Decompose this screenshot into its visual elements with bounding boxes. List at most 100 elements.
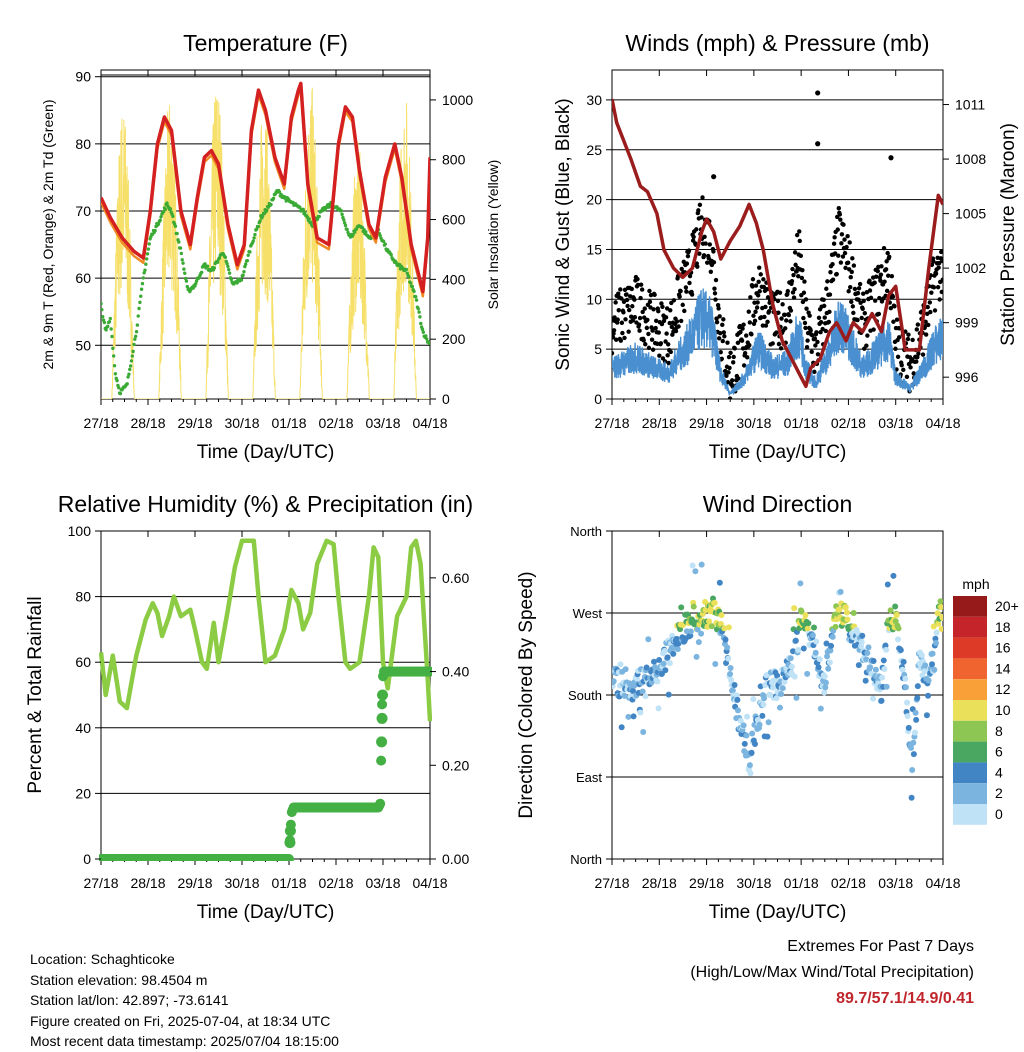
wind-gust-point [716,306,721,311]
wind-gust-point [714,316,719,321]
wind-gust-point [707,242,712,247]
direction-point [934,610,941,617]
wind-gust-point [782,312,787,318]
wind-gust-point [647,288,652,294]
dewpoint-point [410,284,415,289]
wind-gust-point [630,318,636,323]
wind-gust-point [790,266,795,272]
precip-point-jump [376,712,388,724]
wind-gust-point [727,396,733,399]
dewpoint-point [301,207,305,212]
wind-gust-point [794,232,800,238]
humidity-y2tick-label: 0.40 [442,664,469,680]
wind-gust-point [931,259,936,264]
humidity-xtick-label: 28/18 [130,875,165,891]
direction-point [790,648,797,655]
direction-point [867,664,874,671]
precip-point [425,666,432,677]
wind-gust-point [616,291,621,296]
wind-gust-point [809,349,814,354]
station-elevation: Station elevation: 98.4504 m [30,971,208,988]
wind-gust-point [753,309,758,314]
direction-point [900,658,907,665]
wind-gust-point [761,284,767,290]
wind-gust-point [920,352,926,357]
station-info: Location: Schaghticoke Station elevation… [30,949,339,1052]
direction-point [829,633,836,640]
direction-point [776,704,783,711]
winds-ylabel: Sonic Wind & Gust (Blue, Black) [553,98,574,370]
wind-gust-point [720,322,725,328]
direction-point [912,729,919,736]
winds-xtick-label: 02/18 [831,415,866,431]
precip-point-jump [376,736,388,748]
direction-point [883,646,890,653]
wind-gust-point [691,234,696,240]
temperature-xtick-label: 01/18 [271,415,306,431]
direction-point [725,624,732,631]
wind-gust-point [862,311,867,316]
direction-point [822,679,829,686]
winds-xtick-label: 01/18 [784,415,819,431]
dewpoint-point [194,279,199,283]
humidity-series [99,538,432,861]
direction-point [639,688,646,695]
colorbar-swatch [953,700,987,721]
direction-point [813,638,820,645]
dewpoint-point [342,218,346,222]
dewpoint-point [412,289,416,294]
dewpoint-point [364,230,368,234]
direction-point [702,607,709,614]
wind-gust-point [840,254,846,259]
direction-point [922,662,929,669]
winds-y2tick-label: 1011 [955,97,985,113]
dewpoint-point [134,329,139,334]
wind-gust-point [677,294,682,299]
direction-point [821,673,828,680]
wind-gust-point [664,331,669,336]
direction-point [844,616,851,623]
wind-gust-point [812,336,818,341]
wind-gust-point [834,271,839,277]
humidity-xtick-label: 30/18 [224,875,259,891]
direction-point [622,666,629,673]
winds-y2tick-label: 1002 [955,260,986,276]
wind-gust-point [694,227,699,232]
direction-point [864,650,871,657]
precip-point-jump [377,689,389,701]
wind-gust-point [738,329,743,335]
direction-point [897,647,904,654]
wind-gust-point [812,369,817,374]
temperature-y2tick-label: 400 [442,271,466,287]
wind-gust-point [875,268,880,274]
wind-gust-point [940,258,943,264]
wind-gust-point [659,321,665,327]
winds-xtick-label: 30/18 [736,415,771,431]
wind-gust-point [726,370,731,375]
wind-gust-point [823,328,828,334]
dewpoint-point [184,279,189,283]
direction-point [750,696,757,703]
direction-point [914,695,921,702]
dewpoint-point [199,270,204,275]
wind-gust-point [899,362,904,368]
dewpoint-point [131,349,135,354]
wind-gust-point [860,306,865,311]
wind-gust-point [638,282,644,287]
direction-point [884,581,891,588]
dewpoint-point [183,271,187,275]
wind-gust-point [889,274,895,279]
dewpoint-point [271,196,276,201]
wind-gust-point [848,285,853,290]
wind-gust-point [901,367,906,373]
colorbar-swatch [953,637,987,659]
winds-xtick-label: 27/18 [594,415,629,431]
direction-point [729,687,736,694]
wind-gust-point [775,298,781,304]
direction-point [795,646,802,653]
humidity-xtick-label: 29/18 [177,875,212,891]
dewpoint-point [140,281,145,286]
dewpoint-point [108,316,113,321]
station-location: Location: Schaghticoke [30,951,175,967]
dewpoint-point [227,271,232,275]
